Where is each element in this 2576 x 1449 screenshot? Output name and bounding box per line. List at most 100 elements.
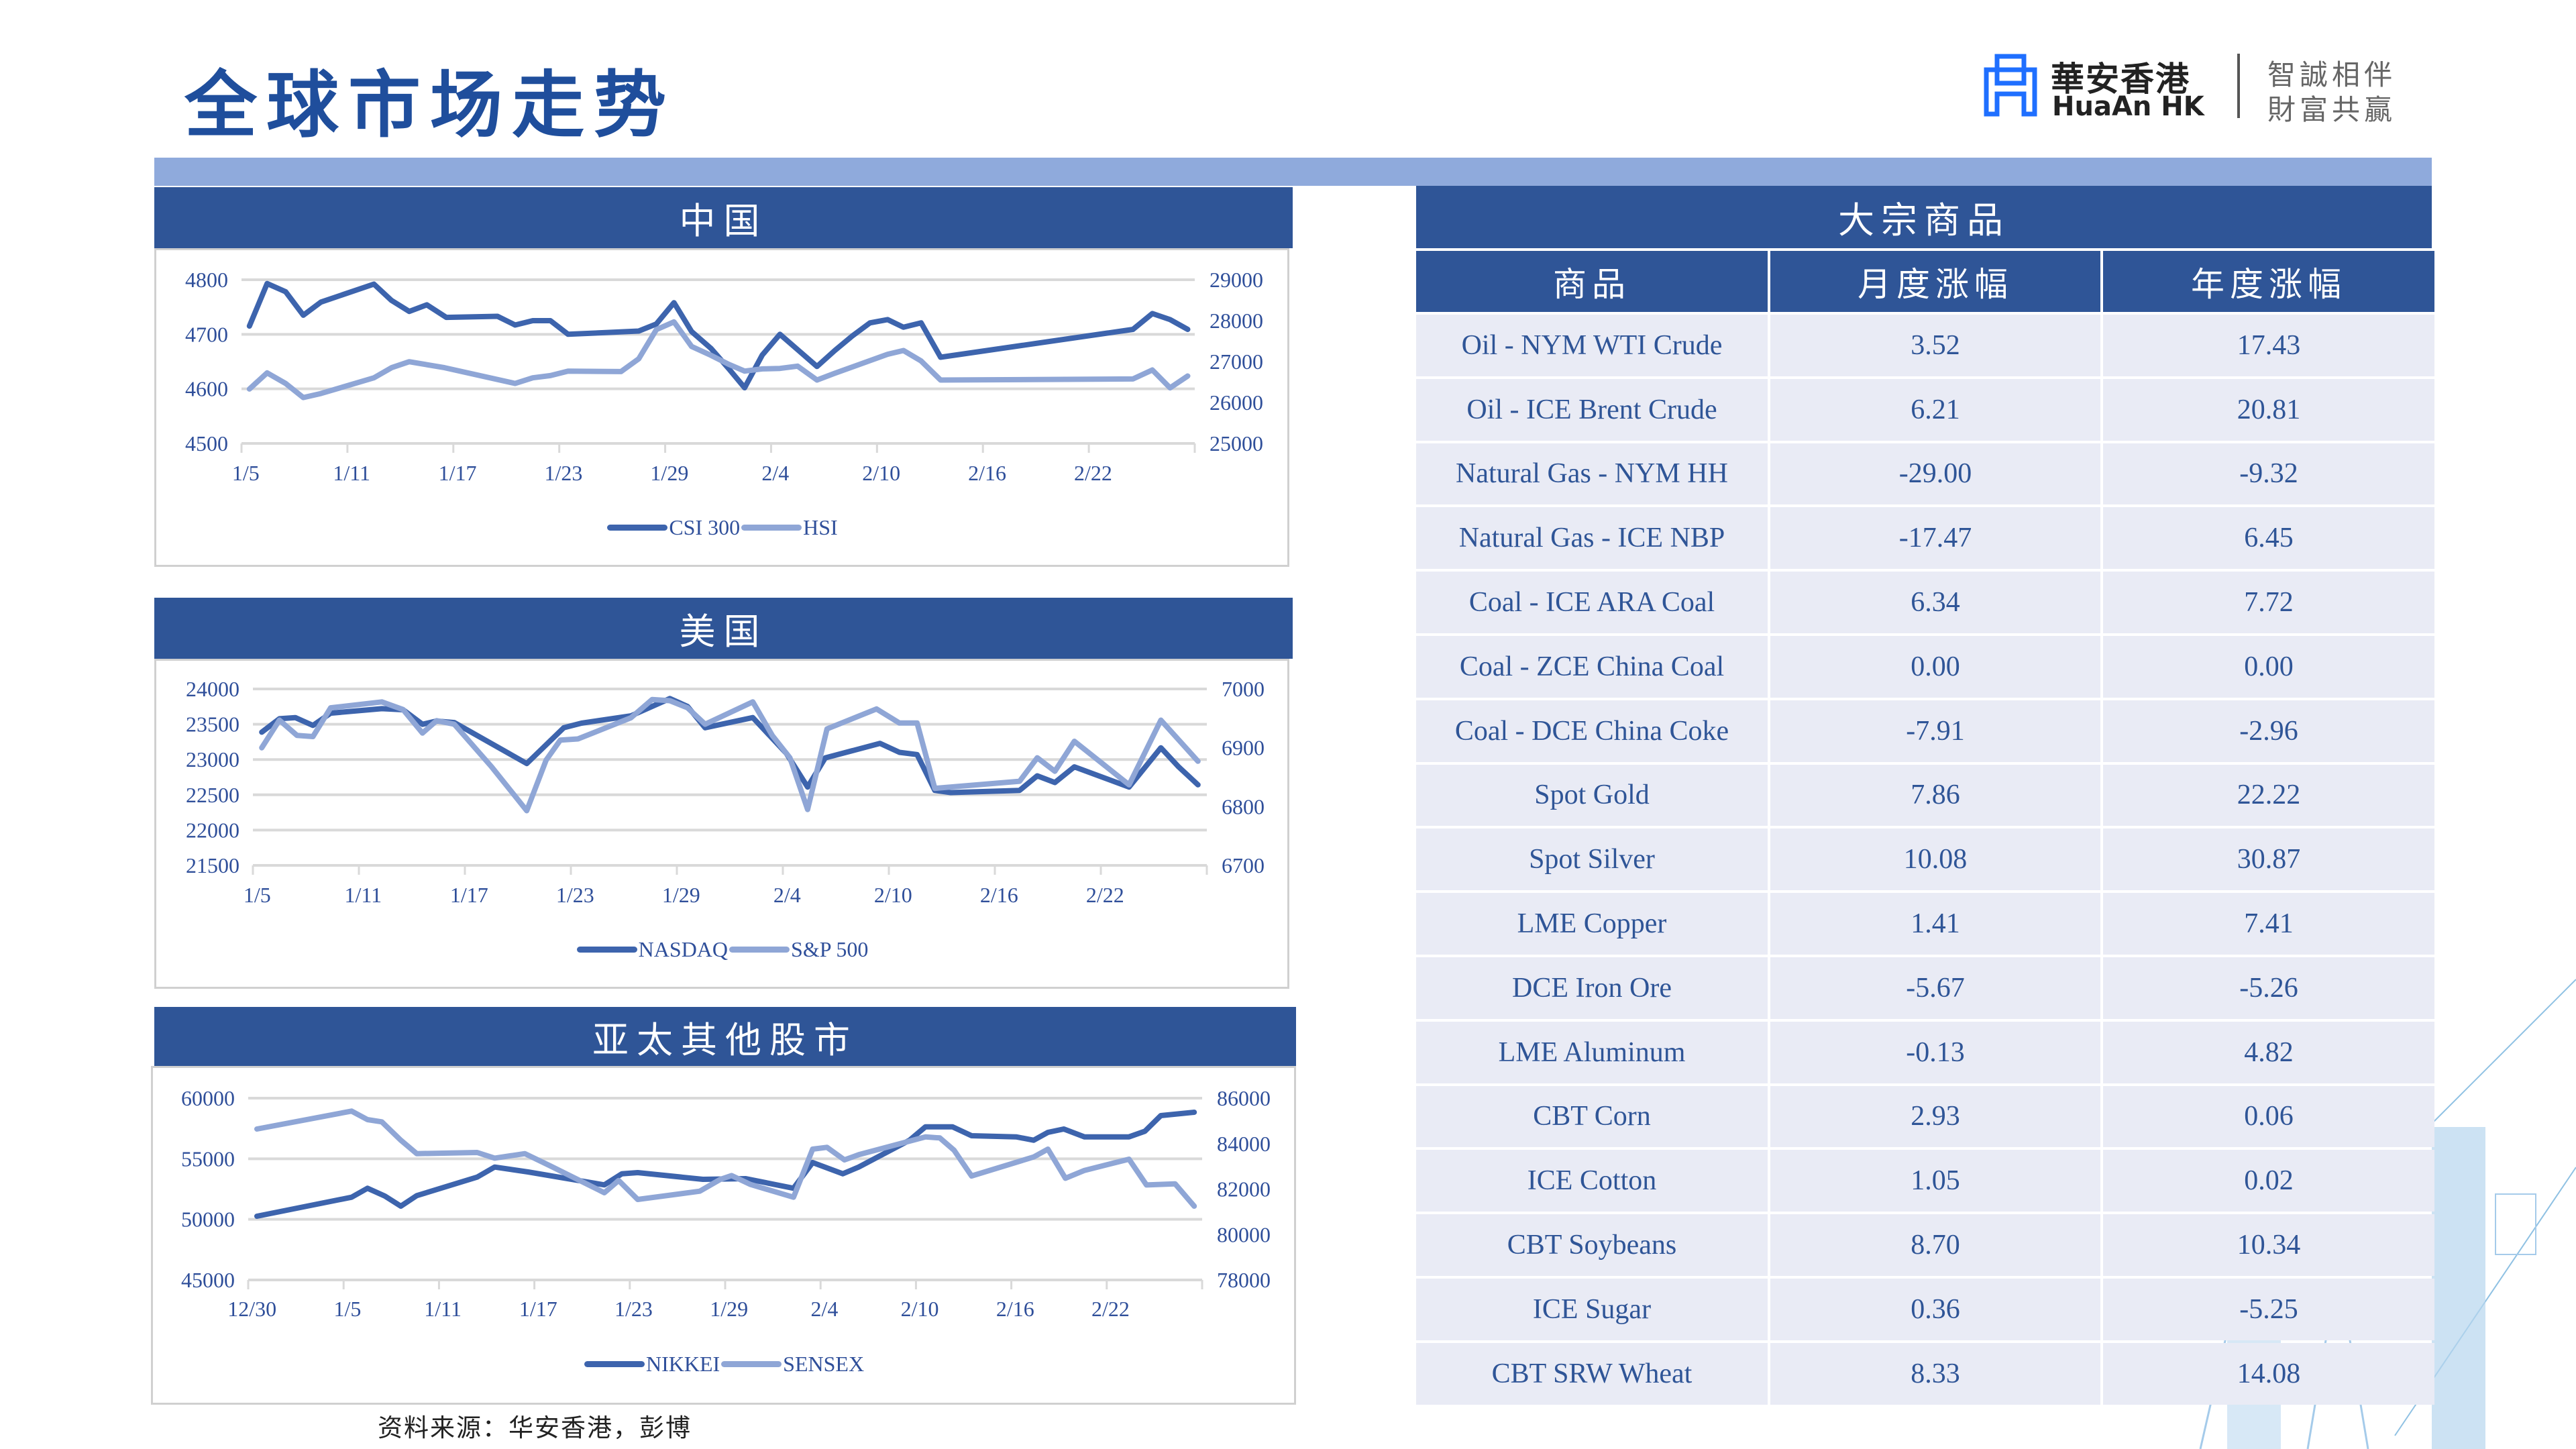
series-line-sensex (254, 1108, 1197, 1209)
monthly-change-cell: -17.47 (1770, 507, 2100, 570)
x-tick-label: 2/4 (761, 461, 789, 485)
series-line-s-p-500 (259, 696, 1201, 814)
table-row: Oil - ICE Brent Crude 6.21 20.81 (1416, 378, 2434, 441)
commodity-cell: Natural Gas - ICE NBP (1416, 507, 1768, 570)
commodity-cell: Coal - ICE ARA Coal (1416, 572, 1768, 633)
series-line-nasdaq (259, 696, 1201, 796)
us-chart-svg: 21500 22000 22500 23000 23500 24000 6700 6800 69… (186, 677, 1265, 907)
yearly-change-cell: 7.41 (2103, 893, 2434, 955)
legend-swatch-csi300 (607, 525, 668, 531)
y-right-tick-label: 86000 (1217, 1086, 1271, 1110)
commodity-cell: Natural Gas - NYM HH (1416, 443, 1768, 505)
yearly-change-cell: -2.96 (2103, 700, 2434, 762)
yearly-change-cell: 10.34 (2103, 1214, 2434, 1276)
y-left-tick-label: 4700 (185, 322, 228, 346)
monthly-change-cell: -7.91 (1770, 700, 2100, 762)
company-logo: 華安香港 HuaAn HK 智誠相伴 財富共贏 (1982, 52, 2412, 126)
chart-legend: NASDAQ S&P 500 (156, 937, 1287, 962)
x-tick-label: 1/5 (244, 883, 271, 907)
y-right-tick-label: 26000 (1210, 390, 1263, 415)
monthly-change-cell: 2.93 (1770, 1085, 2100, 1148)
y-right-tick-label: 7000 (1222, 677, 1265, 701)
yearly-change-cell: 20.81 (2103, 378, 2434, 441)
logo-name-en: HuaAn HK (2052, 91, 2204, 122)
monthly-change-cell: 0.36 (1770, 1278, 2100, 1340)
legend-swatch-sensex (721, 1361, 782, 1367)
x-tick-label: 1/29 (662, 883, 700, 907)
x-tick-label: 2/16 (968, 461, 1006, 485)
y-left-tick-label: 50000 (181, 1208, 235, 1232)
yearly-change-cell: 6.45 (2103, 507, 2434, 570)
y-left-tick-label: 4600 (185, 377, 228, 401)
commodities-table: 大宗商品 商品 月度涨幅 年度涨幅 Oil - NYM WTI Crude 3.5… (1416, 186, 2434, 1407)
source-note: 资料来源：华安香港，彭博 (378, 1415, 692, 1442)
y-left-tick-label: 4500 (185, 431, 228, 455)
x-tick-label: 1/17 (439, 461, 477, 485)
column-header-commodity: 商品 (1416, 251, 1768, 312)
x-tick-label: 2/4 (773, 883, 801, 907)
logo-name-cn: 華安香港 (2051, 60, 2190, 99)
commodity-cell: LME Copper (1416, 893, 1768, 955)
legend-swatch-hsi (741, 525, 802, 531)
monthly-change-cell: -0.13 (1770, 1021, 2100, 1083)
y-right-tick-label: 78000 (1217, 1268, 1271, 1292)
x-tick-label: 2/10 (862, 461, 900, 485)
legend-label: HSI (803, 515, 838, 539)
table-row: LME Copper 1.41 7.41 (1416, 893, 2434, 955)
table-row: Natural Gas - NYM HH -29.00 -9.32 (1416, 443, 2434, 505)
x-tick-label: 2/16 (980, 883, 1018, 907)
x-tick-label: 1/11 (424, 1297, 462, 1321)
legend-label: CSI 300 (669, 515, 741, 539)
legend-label: S&P 500 (791, 937, 869, 961)
commodity-cell: ICE Sugar (1416, 1278, 1768, 1340)
yearly-change-cell: -9.32 (2103, 443, 2434, 505)
commodity-cell: Coal - ZCE China Coal (1416, 635, 1768, 698)
chart-china: 4500 4600 4700 4800 25000 26000 27000 28000 2900… (154, 248, 1289, 567)
commodity-cell: LME Aluminum (1416, 1021, 1768, 1083)
y-left-tick-label: 24000 (186, 677, 239, 701)
y-left-tick-label: 45000 (181, 1268, 235, 1292)
yearly-change-cell: 14.08 (2103, 1342, 2434, 1405)
column-header-monthly-change: 月度涨幅 (1770, 251, 2100, 312)
monthly-change-cell: 1.41 (1770, 893, 2100, 955)
table-row: Spot Gold 7.86 22.22 (1416, 764, 2434, 826)
page-title: 全球市场走势 (184, 63, 676, 148)
china-chart-svg: 4500 4600 4700 4800 25000 26000 27000 28000 2900… (185, 268, 1263, 485)
table-header-row: 商品 月度涨幅 年度涨幅 (1416, 251, 2434, 312)
yearly-change-cell: 7.72 (2103, 572, 2434, 633)
huaan-logo-icon (1984, 54, 2037, 117)
y-right-tick-label: 82000 (1217, 1177, 1271, 1201)
x-tick-label: 2/22 (1074, 461, 1112, 485)
x-tick-label: 1/11 (344, 883, 382, 907)
y-right-tick-label: 28000 (1210, 309, 1263, 333)
commodity-cell: Coal - DCE China Coke (1416, 700, 1768, 762)
table-row: Coal - ICE ARA Coal 6.34 7.72 (1416, 572, 2434, 633)
y-right-tick-label: 6700 (1222, 853, 1265, 877)
x-tick-label: 1/17 (519, 1297, 557, 1321)
commodity-cell: Oil - NYM WTI Crude (1416, 315, 1768, 376)
table-row: Oil - NYM WTI Crude 3.52 17.43 (1416, 315, 2434, 376)
monthly-change-cell: -5.67 (1770, 957, 2100, 1019)
table-row: Coal - ZCE China Coal 0.00 0.00 (1416, 635, 2434, 698)
x-tick-label: 1/17 (450, 883, 488, 907)
y-right-tick-label: 27000 (1210, 350, 1263, 374)
yearly-change-cell: -5.26 (2103, 957, 2434, 1019)
series-line-hsi (246, 319, 1191, 400)
logo-divider (2237, 54, 2240, 118)
series-line-csi-300 (246, 280, 1191, 390)
x-tick-label: 2/4 (810, 1297, 838, 1321)
chart-us: 21500 22000 22500 23000 23500 24000 6700 6800 69… (154, 659, 1289, 989)
legend-swatch-sp500 (729, 947, 790, 953)
y-right-tick-label: 6900 (1222, 736, 1265, 760)
table-row: ICE Cotton 1.05 0.02 (1416, 1150, 2434, 1212)
x-tick-label: 2/10 (874, 883, 912, 907)
monthly-change-cell: 6.34 (1770, 572, 2100, 633)
y-right-tick-label: 80000 (1217, 1222, 1271, 1246)
y-left-tick-label: 21500 (186, 853, 239, 877)
commodity-cell: DCE Iron Ore (1416, 957, 1768, 1019)
monthly-change-cell: 7.86 (1770, 764, 2100, 826)
table-row: CBT Corn 2.93 0.06 (1416, 1085, 2434, 1148)
x-tick-label: 1/11 (333, 461, 370, 485)
yearly-change-cell: 0.00 (2103, 635, 2434, 698)
legend-label: NIKKEI (645, 1352, 720, 1376)
